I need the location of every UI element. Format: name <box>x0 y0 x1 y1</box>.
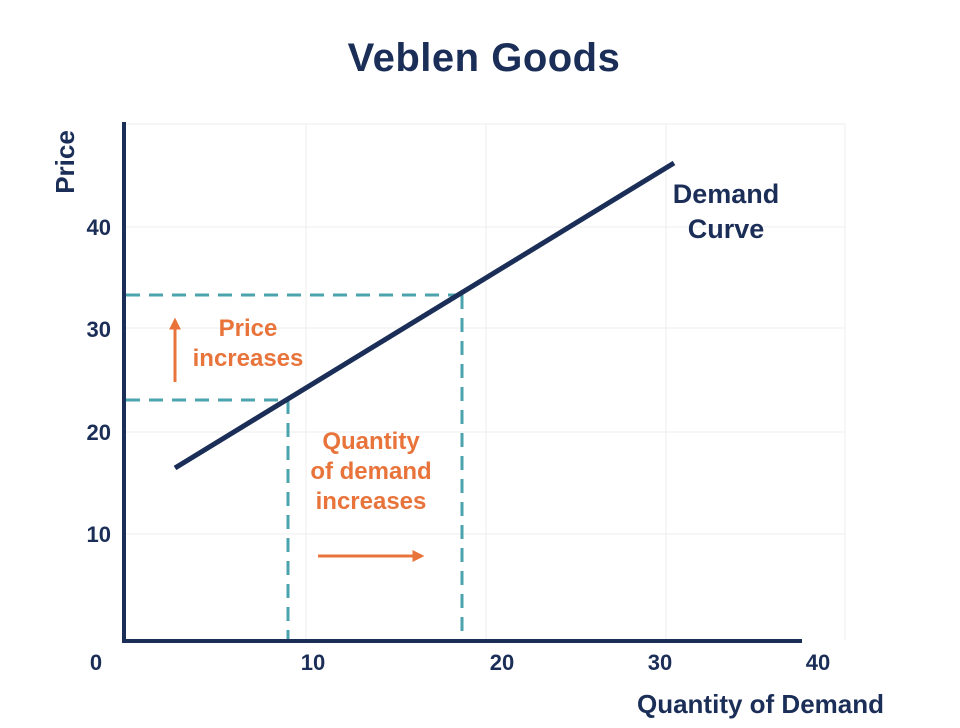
x-tick-label-10: 10 <box>301 650 325 675</box>
quantity-increases-label-line3: increases <box>316 488 427 515</box>
y-tick-label-30: 30 <box>87 317 111 342</box>
chart-title: Veblen Goods <box>347 36 621 80</box>
quantity-increases-label-line2: of demand <box>310 458 431 485</box>
quantity-increases-label-line1: Quantity <box>322 428 420 455</box>
y-tick-label-20: 20 <box>87 420 111 445</box>
demand-curve-label-line1: Demand <box>673 179 780 209</box>
y-tick-label-40: 40 <box>87 215 111 240</box>
reference-lines <box>126 293 464 640</box>
x-tick-label-40: 40 <box>806 650 830 675</box>
grid <box>124 123 846 640</box>
price-increases-label-line1: Price <box>219 315 278 342</box>
x-tick-label-20: 20 <box>490 650 514 675</box>
demand-curve <box>173 160 676 471</box>
x-tick-label-0: 0 <box>90 650 102 675</box>
y-tick-label-10: 10 <box>87 522 111 547</box>
price-increases-label-line2: increases <box>193 345 304 372</box>
demand-curve-label-line2: Curve <box>688 214 765 244</box>
x-axis-title: Quantity of Demand <box>637 689 884 719</box>
y-axis-title: Price <box>50 130 80 194</box>
x-tick-label-30: 30 <box>648 650 672 675</box>
